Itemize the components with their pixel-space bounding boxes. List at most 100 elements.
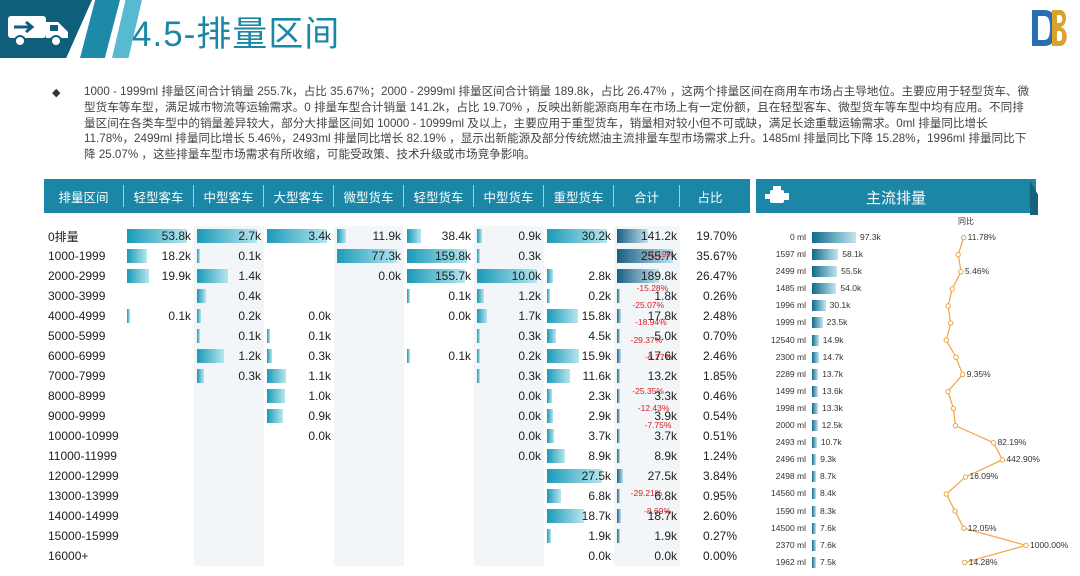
column-header: 微型货车 [334,185,404,207]
table-cell [404,466,474,486]
cell-value: 3.9k [654,409,677,423]
cell-bar [547,289,550,303]
cell-value: 1.9k [588,529,611,543]
table-cell [404,406,474,426]
cell-value: 0.0k [518,429,541,443]
sales-value: 58.1k [842,249,864,260]
table-cell [264,506,334,526]
cell-value: 38.4k [441,229,471,243]
cell-bar [477,269,537,283]
table-cell [334,306,404,326]
cell-value: 0.3k [518,249,541,263]
table-cell: 3.9k [614,406,680,426]
yoy-value: 11.78% [967,232,996,242]
table-cell [264,466,334,486]
cell-value: 8.9k [588,449,611,463]
table-cell [124,546,194,566]
cell-bar [547,429,554,443]
row-category: 0排量 [48,229,79,244]
cell-value: 255.7k [640,249,677,263]
cell-value: 2.9k [588,409,611,423]
cell-value: 35.67% [696,249,737,263]
sales-bar [812,317,823,329]
cell-value: 11.6k [582,369,611,383]
cell-value: 1.0k [308,389,331,403]
yoy-value: -18.94% [635,317,667,328]
sales-bar [812,385,819,397]
table-cell [404,506,474,526]
table-cell: 53.8k [124,226,194,246]
yoy-value: 82.19% [997,437,1027,448]
sales-bar [812,471,816,483]
row-category: 10000-10999 [48,429,119,443]
yoy-value: 442.90% [1006,454,1040,465]
table-header: 排量区间 轻型客车 中型客车 大型客车 微型货车 轻型货车 中型货车 重型货车 合计 占比 [44,179,750,213]
db-logo-icon [1032,10,1067,46]
panel-title: 主流排量 [865,190,926,207]
cell-value: 0.46% [702,389,737,403]
cell-bar [477,329,480,343]
cell-value: 0.2k [518,349,541,363]
table-cell [404,326,474,346]
table-cell: 1.9k [544,526,614,546]
cell-value: 2.8k [588,269,611,283]
table-cell: 10.0k [474,266,544,286]
table-cell: 0.0k [474,446,544,466]
cell-value: 0.3k [238,369,261,383]
table-cell: 0.2k [544,286,614,306]
table-row: 9000-9999 0.9k 0.0k 2.9k 3.9k 0.54% [44,406,740,426]
table-cell [404,546,474,566]
table-cell: 15.9k [544,346,614,366]
cell-bar [337,249,397,263]
sales-bar [812,402,818,414]
cell-value: 0.26% [702,289,737,303]
yoy-point [958,269,964,275]
table-cell: 6.8k [614,486,680,506]
yoy-value: -15.28% [636,283,669,294]
cell-value: 159.8k [434,249,471,263]
sales-value: 97.3k [860,232,881,242]
cell-bar [267,349,272,363]
table-cell [264,446,334,466]
displacement-label: 1996 ml [775,300,806,311]
cell-value: 19.70% [696,229,737,243]
cell-bar [547,329,556,343]
cell-value: 17.8k [647,309,677,323]
cell-value: 0.95% [702,489,737,503]
table-cell [124,326,194,346]
table-cell [194,486,264,506]
cell-bar [547,389,552,403]
page-title: 4.5-排量区间 [132,15,341,54]
yoy-point [960,234,967,241]
table-cell: 1.2k [474,286,544,306]
yoy-point [962,559,968,566]
yoy-value: -29.21% [630,488,663,499]
cell-bar [127,249,147,263]
table-cell: 2.3k [544,386,614,406]
table-cell [334,486,404,506]
cell-bar [407,289,410,303]
cell-value: 10.0k [511,269,541,283]
table-cell [334,506,404,526]
cell-bar [197,309,201,323]
table-cell [334,366,404,386]
yoy-value: -1.19% [647,249,675,260]
table-cell: 8.9k [544,446,614,466]
table-cell: 3.7k [614,426,680,446]
yoy-value: -6.27% [645,351,673,362]
cell-bar [617,509,621,523]
table-cell [124,466,194,486]
row-category: 1000-1999 [48,249,106,263]
table-row: 15000-15999 1.9k 1.9k 0.27% [44,526,740,546]
displacement-label: 0 ml [789,232,806,242]
table-cell [194,406,264,426]
displacement-label: 2493 ml [775,437,806,448]
table-cell: 1.4k [194,266,264,286]
row-category: 6000-6999 [48,349,106,363]
table-cell: 0.95% [680,486,740,506]
table-cell [194,446,264,466]
description-text: 1000 - 1999ml 排量区间合计销量 255.7k，占比 35.67%；… [84,85,1030,162]
table-cell [124,426,194,446]
yoy-value: 14.28% [968,556,998,567]
cell-value: 1.7k [518,309,541,323]
